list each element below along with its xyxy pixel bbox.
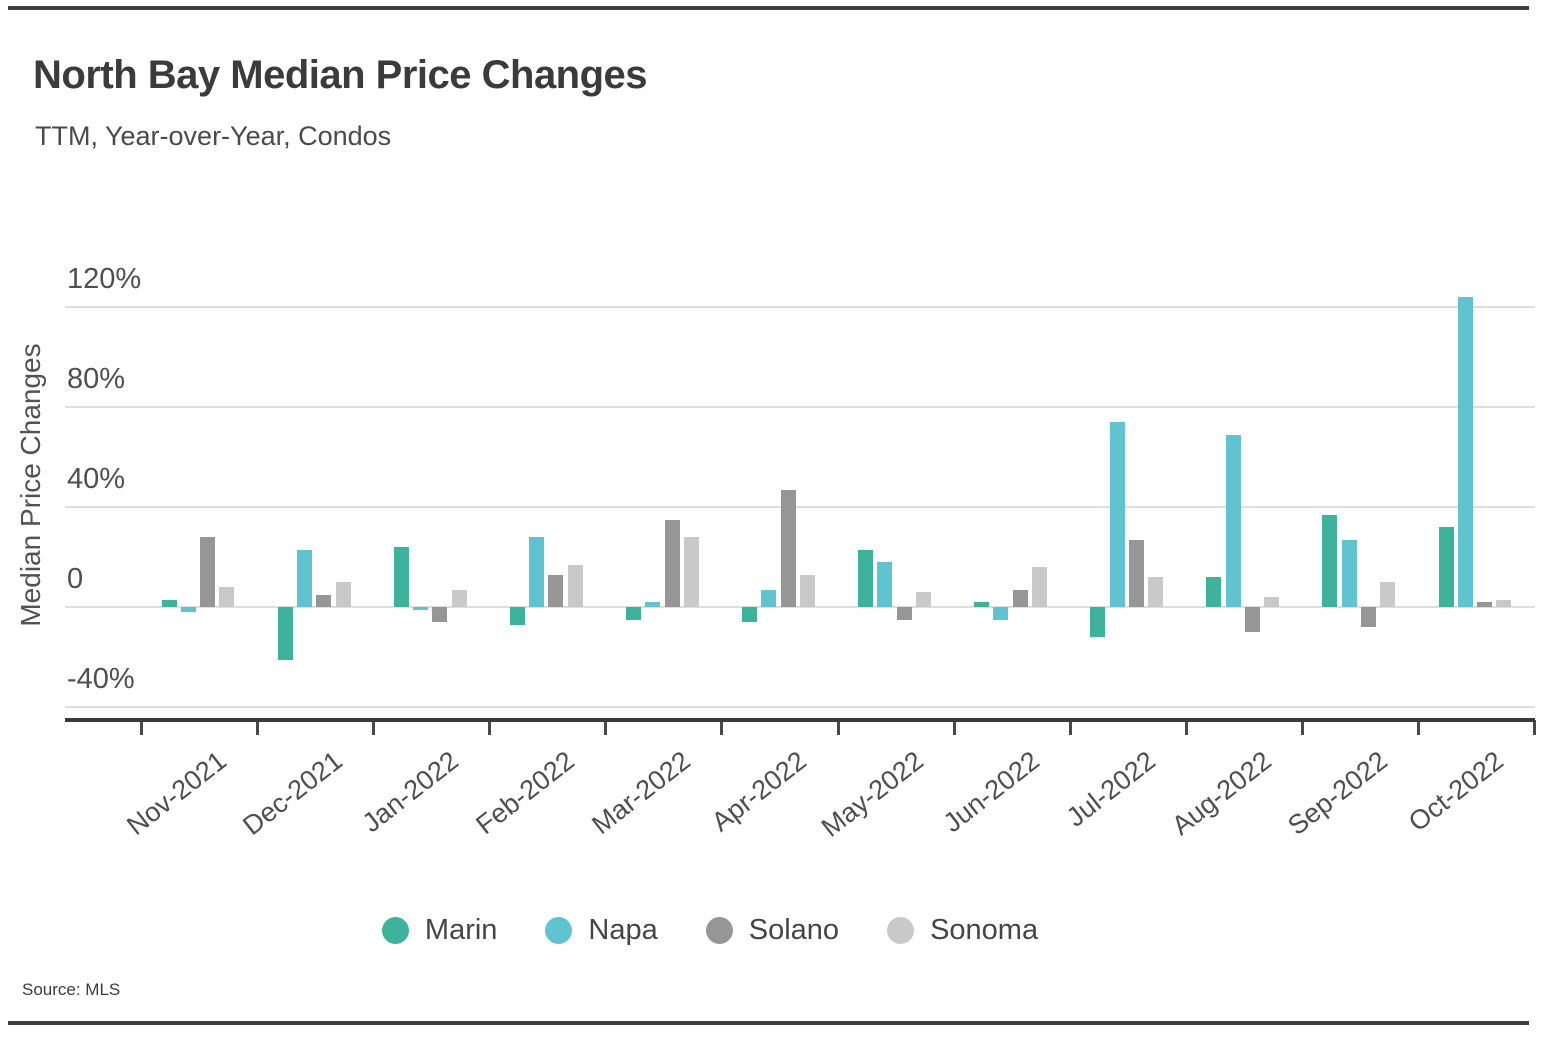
x-axis-tick [372,720,376,735]
legend: Marin Napa Solano Sonoma [0,914,1420,947]
top-divider [8,6,1529,10]
legend-item-sonoma: Sonoma [887,914,1038,947]
chart-title: North Bay Median Price Changes [33,53,648,97]
bar-napa-jun-2022 [993,607,1009,620]
bar-solano-dec-2021 [316,594,332,607]
gridline [65,706,1535,708]
bar-sonoma-jun-2022 [1032,567,1047,607]
bar-marin-apr-2022 [742,607,757,622]
legend-marker-sonoma [887,917,915,944]
x-axis-tick [488,720,492,735]
bar-sonoma-feb-2022 [567,564,583,607]
bar-sonoma-oct-2022 [1496,599,1512,607]
bar-napa-jan-2022 [413,607,428,610]
bar-sonoma-may-2022 [915,592,931,607]
y-tick-label: -40% [67,663,135,695]
bar-marin-nov-2021 [161,599,177,607]
bar-marin-jan-2022 [393,547,409,607]
bar-napa-sep-2022 [1341,539,1357,607]
bar-marin-jul-2022 [1090,607,1106,637]
legend-label-sonoma: Sonoma [930,914,1039,946]
legend-label-marin: Marin [424,914,498,946]
gridline [65,406,1535,408]
bar-napa-oct-2022 [1457,297,1473,607]
x-axis-tick [836,720,840,735]
x-axis-tick [1300,720,1304,735]
chart-plot: 120% 80% 40% 0 -40% Nov-2021 Dec-2021 Jan-2022 F… [65,250,1536,843]
bar-sonoma-dec-2021 [335,582,351,607]
bar-marin-jun-2022 [974,602,990,607]
gridline [65,606,1535,608]
bar-sonoma-apr-2022 [799,574,815,607]
bar-napa-dec-2021 [296,549,312,607]
legend-item-napa: Napa [545,914,658,947]
legend-item-solano: Solano [705,914,840,947]
x-axis-tick [1068,720,1072,735]
chart-subtitle: TTM, Year-over-Year, Condos [35,121,392,151]
legend-item-marin: Marin [381,914,498,947]
x-axis-tick [1416,720,1420,735]
bar-sonoma-mar-2022 [683,537,699,607]
bar-solano-oct-2022 [1477,602,1493,607]
bar-marin-feb-2022 [509,607,525,625]
gridline [65,506,1535,508]
bar-sonoma-nov-2021 [219,587,235,607]
bar-sonoma-jul-2022 [1148,577,1164,607]
legend-label-solano: Solano [748,914,840,946]
bar-napa-apr-2022 [761,589,777,607]
bar-marin-may-2022 [858,549,873,607]
bar-solano-feb-2022 [548,574,564,607]
y-tick-label: 0 [67,563,84,595]
x-axis-tick [1184,720,1188,735]
bar-sonoma-sep-2022 [1380,582,1396,607]
x-axis-tick [604,720,608,735]
x-axis-tick [1533,720,1536,735]
bottom-divider [8,1021,1529,1025]
bar-solano-mar-2022 [664,519,680,607]
bar-napa-feb-2022 [529,537,545,607]
bar-solano-jun-2022 [1012,589,1028,607]
bar-solano-jul-2022 [1128,539,1144,607]
bar-sonoma-aug-2022 [1264,597,1280,607]
legend-marker-solano [705,917,733,944]
x-axis-tick [140,720,143,735]
x-axis-line [65,718,1535,722]
source-note: Source: MLS [22,980,121,999]
bar-marin-sep-2022 [1322,514,1338,607]
gridline [65,306,1535,308]
bar-napa-may-2022 [877,562,893,607]
bar-napa-aug-2022 [1225,434,1241,607]
bar-marin-aug-2022 [1206,577,1222,607]
bar-napa-nov-2021 [180,607,196,612]
bar-marin-oct-2022 [1438,527,1454,607]
bar-solano-sep-2022 [1361,607,1376,627]
legend-label-napa: Napa [588,914,658,946]
bar-napa-mar-2022 [645,602,661,607]
x-axis-tick [720,720,724,735]
bar-marin-mar-2022 [625,607,641,620]
bar-solano-nov-2021 [200,537,216,607]
bar-marin-dec-2021 [277,607,293,660]
y-tick-label: 40% [67,463,126,495]
bar-solano-aug-2022 [1244,607,1260,632]
legend-marker-napa [545,917,573,944]
bar-napa-jul-2022 [1109,422,1125,607]
bar-solano-may-2022 [896,607,912,620]
legend-marker-marin [381,917,409,944]
bar-solano-jan-2022 [432,607,448,622]
y-tick-label: 80% [67,363,126,395]
bar-sonoma-jan-2022 [451,589,467,607]
x-axis-tick [256,720,260,735]
x-axis-tick [952,720,956,735]
y-axis-title: Median Price Changes [15,343,46,627]
y-tick-label: 120% [67,263,142,295]
bar-solano-apr-2022 [780,489,796,607]
